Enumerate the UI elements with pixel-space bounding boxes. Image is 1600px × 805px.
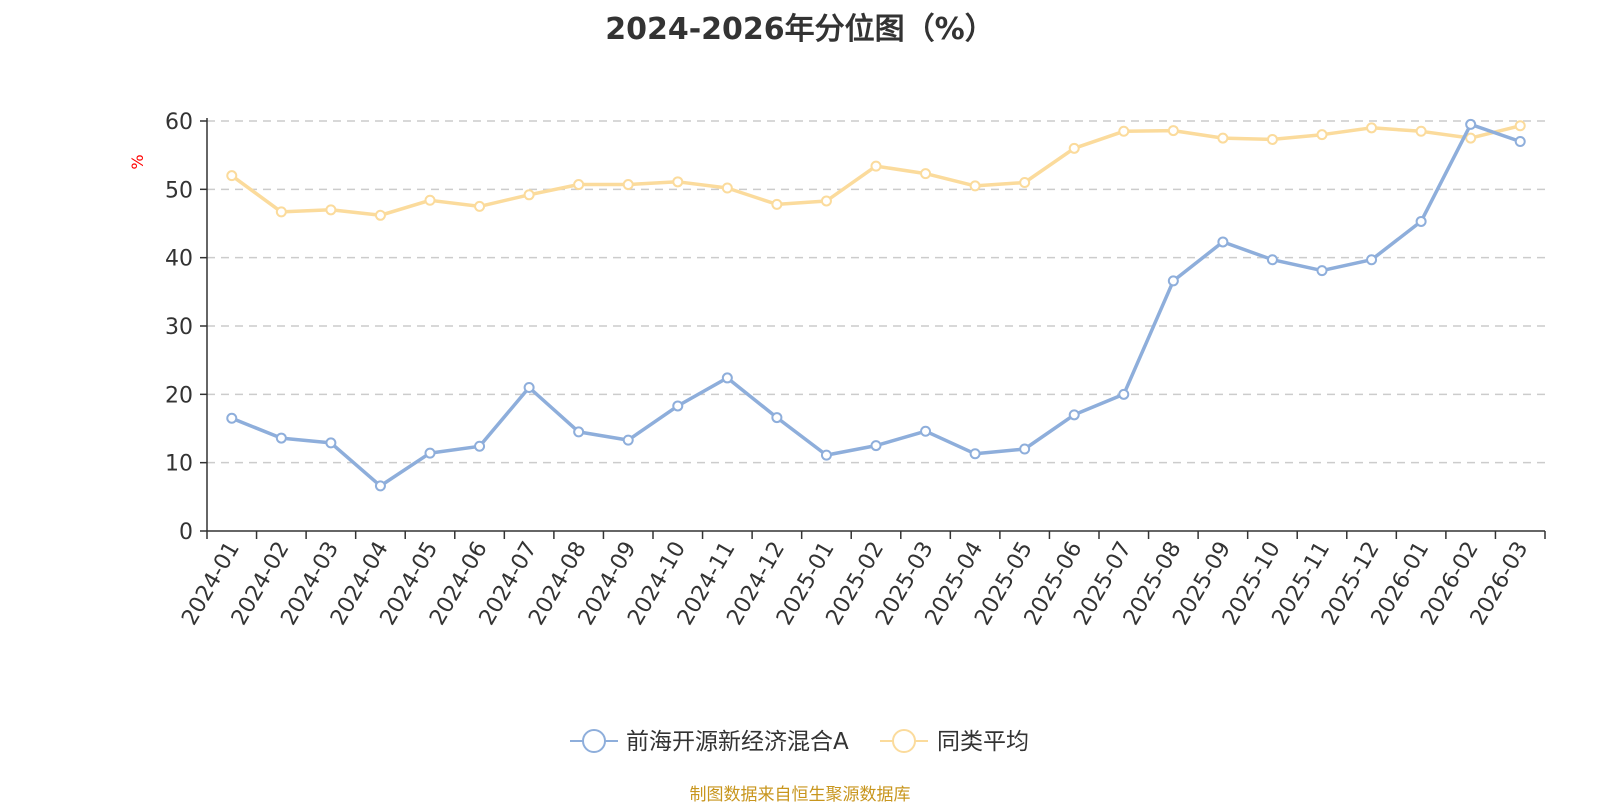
data-point[interactable] — [969, 448, 981, 460]
data-point[interactable] — [870, 160, 882, 172]
data-point[interactable] — [1266, 254, 1278, 266]
data-point[interactable] — [1167, 125, 1179, 137]
data-point[interactable] — [424, 194, 436, 206]
data-point[interactable] — [1366, 254, 1378, 266]
data-point[interactable] — [820, 195, 832, 207]
data-point[interactable] — [1019, 177, 1031, 188]
grid-layer — [207, 120, 1545, 464]
legend-marker-icon — [892, 729, 916, 753]
data-point[interactable] — [721, 182, 733, 194]
legend-label: 同类平均 — [937, 729, 1029, 755]
data-point[interactable] — [1118, 125, 1130, 137]
data-point[interactable] — [672, 400, 684, 412]
data-point[interactable] — [1316, 265, 1328, 277]
y-tick-label: 50 — [165, 178, 193, 203]
series-layer — [226, 118, 1526, 492]
data-point[interactable] — [820, 449, 832, 461]
data-point[interactable] — [870, 440, 882, 452]
y-axis-unit-label: % — [128, 154, 147, 169]
data-point[interactable] — [1415, 215, 1427, 227]
y-tick-label: 40 — [165, 247, 193, 272]
data-point[interactable] — [1465, 132, 1477, 144]
data-point[interactable] — [523, 189, 535, 201]
data-point[interactable] — [920, 168, 932, 180]
y-tick-label: 0 — [179, 520, 193, 545]
source-note: 制图数据来自恒生聚源数据库 — [689, 785, 911, 805]
data-point[interactable] — [1514, 120, 1526, 132]
data-point[interactable] — [374, 480, 386, 492]
data-point[interactable] — [424, 447, 436, 459]
y-tick-label: 20 — [165, 383, 193, 408]
series-2 — [226, 120, 1526, 221]
data-point[interactable] — [374, 209, 386, 221]
data-point[interactable] — [622, 179, 634, 191]
y-tick-label: 10 — [165, 452, 193, 477]
legend-item-2[interactable]: 同类平均 — [880, 729, 1029, 755]
data-point[interactable] — [622, 434, 634, 446]
data-point[interactable] — [1118, 388, 1130, 400]
data-point[interactable] — [275, 432, 287, 444]
data-point[interactable] — [474, 200, 486, 212]
data-point[interactable] — [1217, 236, 1229, 248]
data-point[interactable] — [325, 437, 337, 449]
data-point[interactable] — [969, 180, 981, 192]
y-tick-label: 30 — [165, 315, 193, 340]
data-point[interactable] — [672, 176, 684, 188]
legend-item-1[interactable]: 前海开源新经济混合A — [570, 729, 849, 755]
y-tick-label: 60 — [165, 110, 193, 135]
series-line — [231, 122, 1521, 488]
data-point[interactable] — [721, 372, 733, 384]
legend-marker-icon — [582, 729, 606, 753]
data-point[interactable] — [1068, 409, 1080, 421]
data-point[interactable] — [1266, 133, 1278, 145]
data-point[interactable] — [920, 425, 932, 437]
data-point[interactable] — [1167, 275, 1179, 287]
data-point[interactable] — [325, 204, 337, 216]
data-point[interactable] — [275, 206, 287, 218]
data-point[interactable] — [226, 412, 238, 424]
legend-label: 前海开源新经济混合A — [626, 729, 849, 755]
series-1 — [226, 118, 1526, 492]
data-point[interactable] — [1465, 118, 1477, 130]
data-point[interactable] — [771, 198, 783, 210]
data-point[interactable] — [1068, 142, 1080, 154]
data-point[interactable] — [1366, 122, 1378, 134]
data-point[interactable] — [523, 382, 535, 393]
axis-layer: 0102030405060%2024-012024-022024-032024-… — [128, 110, 1546, 630]
chart-title: 2024-2026年分位图（%） — [605, 12, 995, 47]
data-point[interactable] — [1514, 136, 1526, 147]
data-point[interactable] — [1217, 132, 1229, 144]
data-point[interactable] — [771, 412, 783, 424]
legend[interactable]: 前海开源新经济混合A 同类平均 — [570, 729, 1029, 755]
data-point[interactable] — [1019, 443, 1031, 455]
data-point[interactable] — [226, 170, 238, 182]
data-point[interactable] — [474, 440, 486, 452]
data-point[interactable] — [1316, 129, 1328, 141]
data-point[interactable] — [573, 179, 585, 191]
data-point[interactable] — [1415, 125, 1427, 137]
data-point[interactable] — [573, 426, 585, 438]
